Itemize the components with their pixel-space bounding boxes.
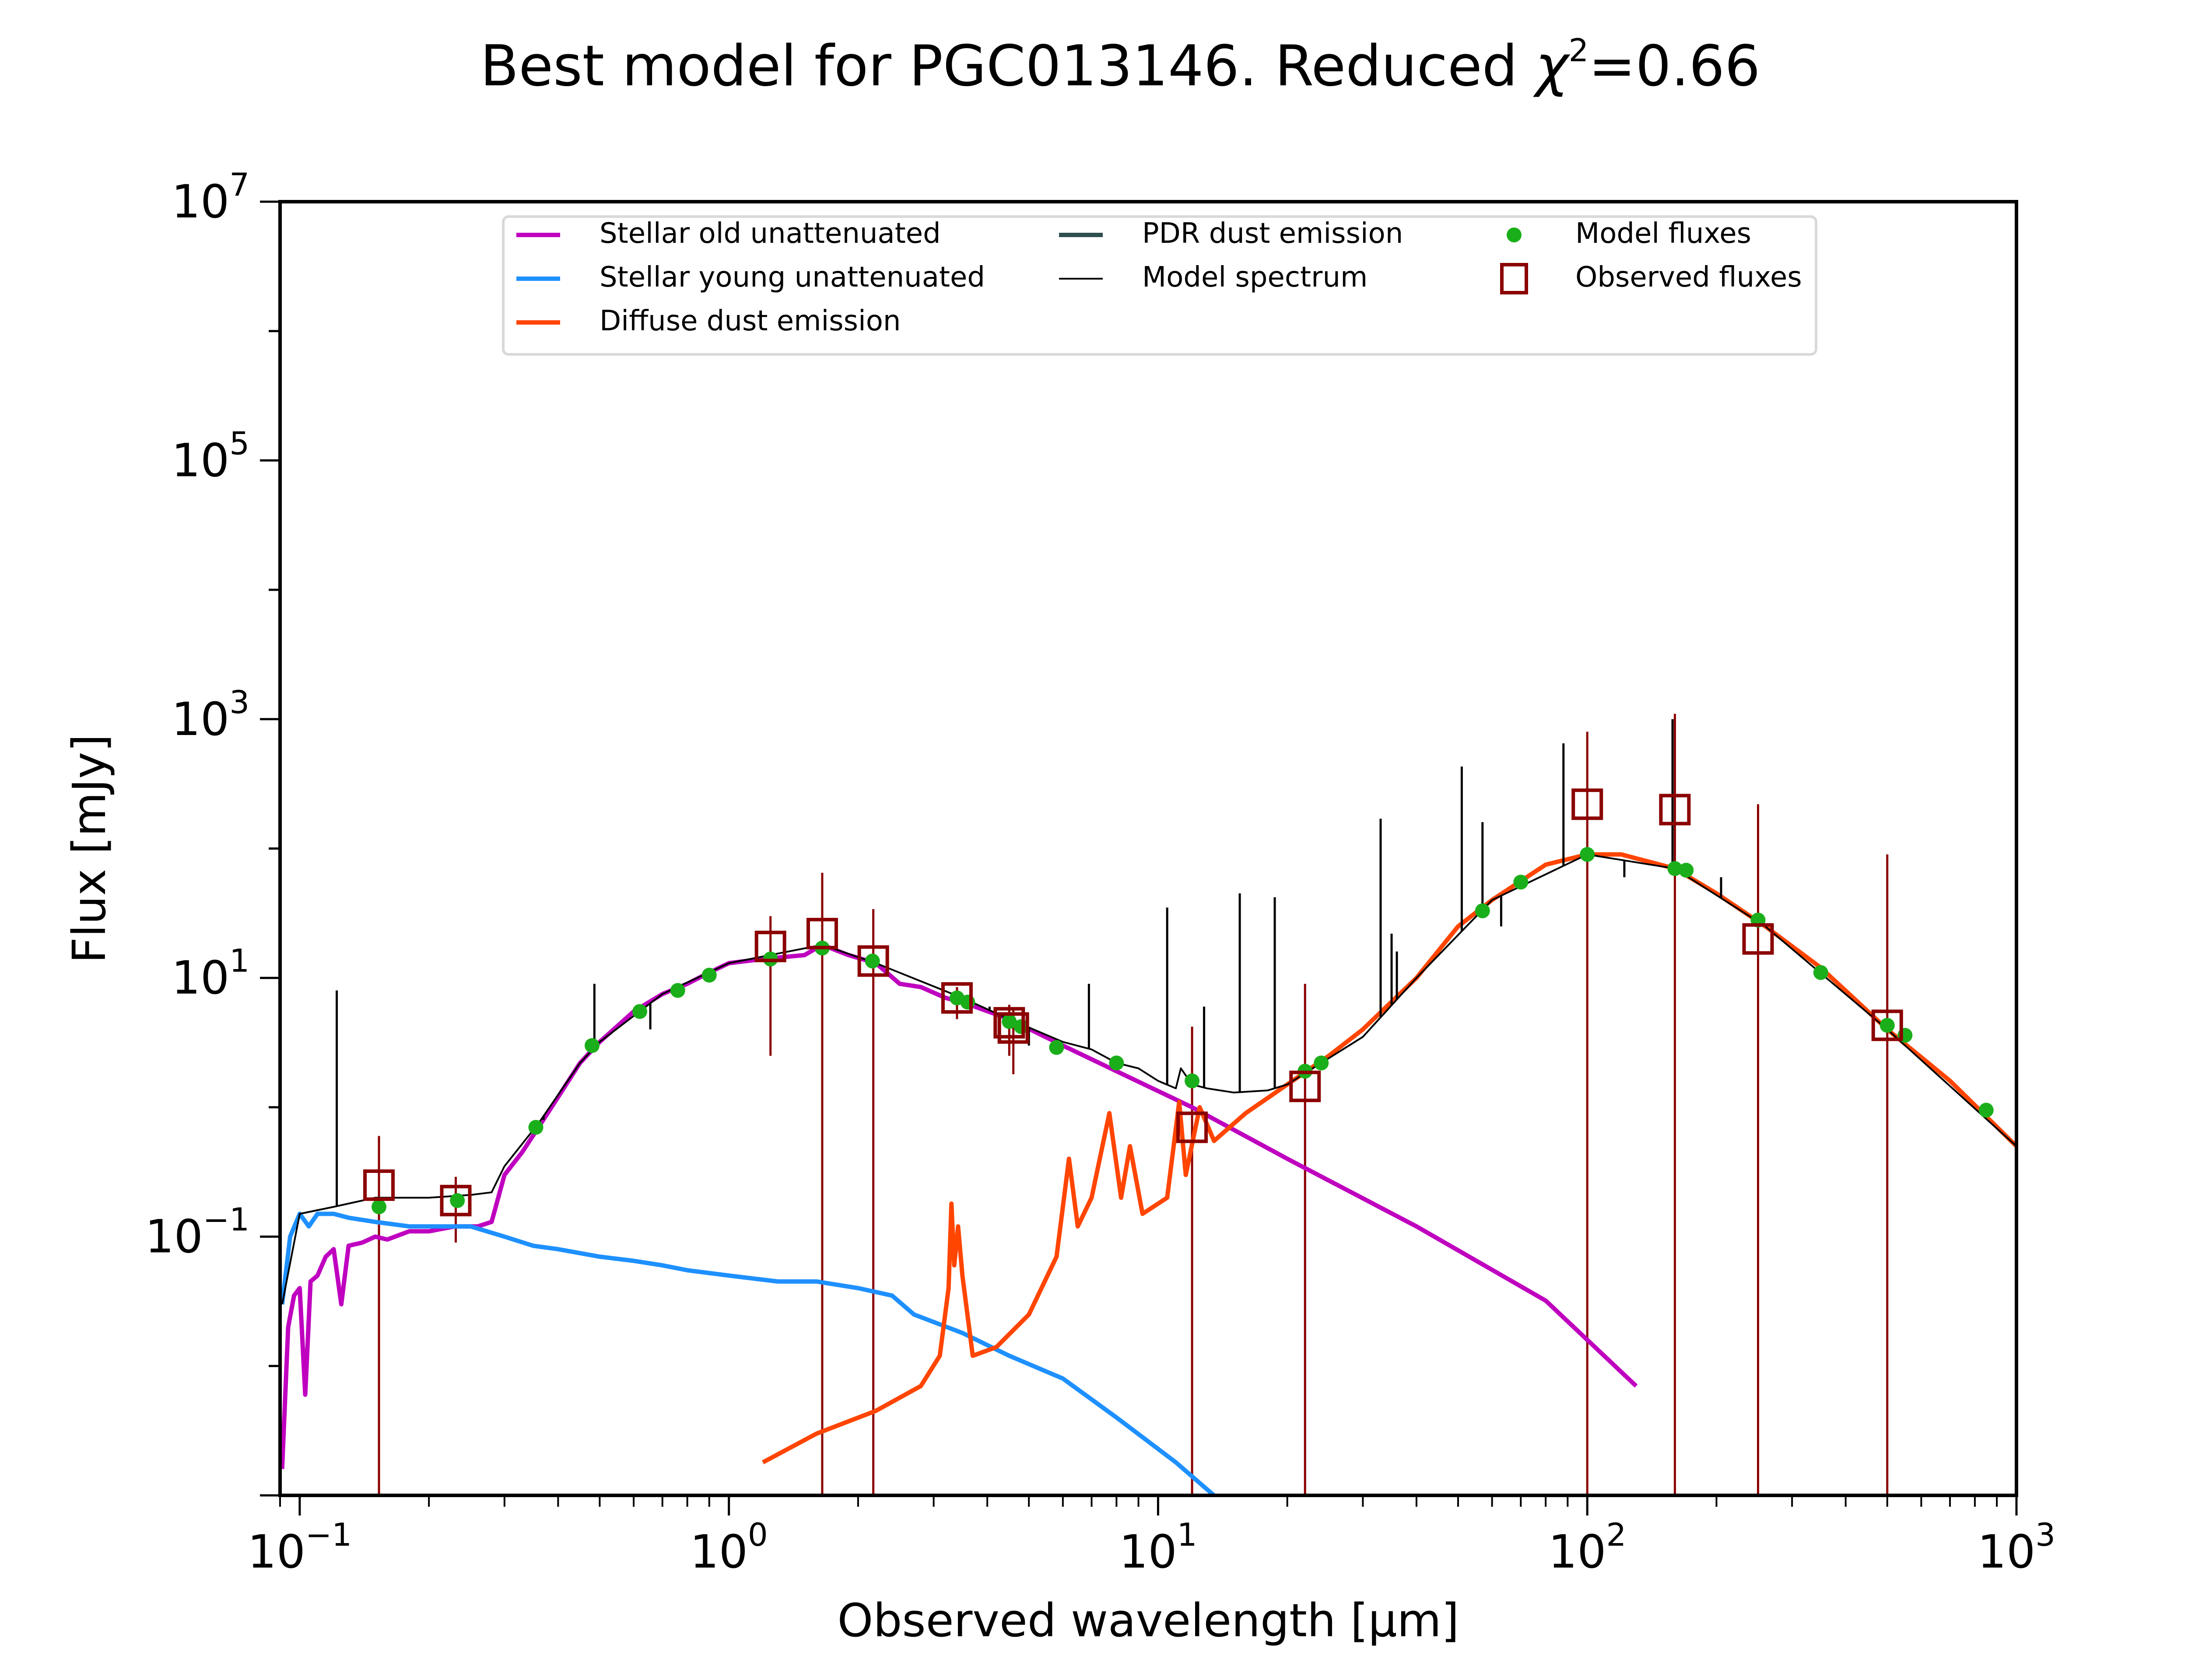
series-line-model-spectrum bbox=[281, 854, 2016, 1305]
x-tick-label: 100 bbox=[690, 1516, 768, 1578]
series-lines bbox=[280, 719, 2016, 1495]
model-flux-points bbox=[372, 847, 1994, 1214]
y-tick-label: 103 bbox=[172, 684, 249, 746]
legend: Stellar old unattenuated Stellar young un… bbox=[502, 215, 1817, 356]
plot-frame bbox=[278, 200, 2018, 1497]
y-axis: 10−1 101 103 105 107 bbox=[145, 166, 280, 1497]
x-tick-label: 10−1 bbox=[248, 1516, 352, 1578]
model-flux-point bbox=[865, 953, 880, 969]
observed-flux-point bbox=[440, 1185, 472, 1217]
legend-item: Model fluxes bbox=[1507, 217, 1751, 250]
model-flux-point bbox=[632, 1004, 648, 1019]
legend-label: Stellar young unattenuated bbox=[600, 261, 985, 294]
model-flux-point bbox=[372, 1199, 387, 1214]
observed-flux-point bbox=[363, 1169, 395, 1201]
observed-flux-point bbox=[1659, 794, 1691, 826]
y-tick-label: 105 bbox=[172, 425, 249, 487]
chart-title: Best model for PGC013146. Reduced χ2=0.6… bbox=[480, 32, 1760, 99]
model-flux-point bbox=[1109, 1055, 1124, 1071]
x-tick-label: 102 bbox=[1548, 1516, 1626, 1578]
model-flux-point bbox=[1513, 875, 1529, 890]
series-line-diffuse-dust-emission bbox=[761, 852, 2016, 1464]
legend-item: Stellar young unattenuated bbox=[516, 261, 985, 294]
model-flux-point bbox=[1978, 1102, 1994, 1118]
model-flux-point bbox=[1813, 965, 1828, 980]
model-flux-point bbox=[1314, 1055, 1329, 1071]
y-tick-label: 107 bbox=[172, 166, 249, 228]
observed-flux-point bbox=[1571, 788, 1603, 820]
model-flux-point bbox=[1667, 861, 1683, 876]
model-flux-point bbox=[1879, 1018, 1895, 1033]
model-flux-point bbox=[1580, 847, 1595, 862]
model-flux-point bbox=[585, 1038, 600, 1053]
model-flux-point bbox=[670, 983, 685, 998]
observed-flux-point bbox=[1871, 1009, 1903, 1041]
observed-flux-point bbox=[997, 1012, 1029, 1044]
y-axis-label: Flux [mJy] bbox=[63, 734, 116, 963]
model-flux-point bbox=[701, 967, 717, 983]
legend-swatch-square bbox=[1500, 263, 1528, 294]
model-flux-point bbox=[1185, 1073, 1200, 1088]
model-flux-point bbox=[960, 994, 975, 1010]
legend-label: Stellar old unattenuated bbox=[600, 217, 941, 250]
model-flux-point bbox=[528, 1120, 543, 1135]
legend-label: PDR dust emission bbox=[1142, 217, 1403, 250]
x-axis: 10−1 100 101 102 103 bbox=[248, 1495, 2055, 1578]
y-tick-label: 101 bbox=[172, 942, 249, 1004]
model-flux-point bbox=[1002, 1014, 1017, 1029]
legend-label: Diffuse dust emission bbox=[600, 305, 901, 337]
model-flux-point bbox=[1049, 1040, 1064, 1055]
legend-box bbox=[502, 215, 1817, 356]
x-tick-label: 101 bbox=[1119, 1516, 1197, 1578]
series-line-stellar-old-unattenuated bbox=[280, 942, 1638, 1469]
observed-flux-point bbox=[1289, 1071, 1321, 1102]
y-tick-label: 10−1 bbox=[145, 1201, 249, 1264]
observed-flux-point bbox=[993, 1007, 1025, 1039]
legend-item: Model spectrum bbox=[1059, 261, 1368, 294]
legend-swatch-dot bbox=[1507, 228, 1522, 242]
observed-flux-point bbox=[857, 945, 889, 977]
legend-label: Model fluxes bbox=[1575, 217, 1751, 250]
legend-item: Stellar old unattenuated bbox=[516, 217, 941, 250]
observed-flux-points bbox=[363, 788, 1903, 1217]
model-flux-point bbox=[450, 1193, 465, 1208]
legend-item: Observed fluxes bbox=[1500, 261, 1802, 294]
series-line-stellar-young-unattenuated bbox=[280, 1211, 1217, 1495]
observed-flux-point bbox=[941, 982, 973, 1014]
model-flux-point bbox=[1475, 903, 1490, 918]
observed-flux-point bbox=[754, 931, 786, 962]
observed-flux-point bbox=[1742, 923, 1774, 955]
error-bars bbox=[378, 714, 1889, 1495]
x-axis-label: Observed wavelength [μm] bbox=[838, 1594, 1459, 1647]
legend-label: Observed fluxes bbox=[1575, 261, 1802, 294]
model-flux-point bbox=[1679, 863, 1694, 878]
legend-label: Model spectrum bbox=[1142, 261, 1368, 294]
observed-flux-point bbox=[1176, 1111, 1208, 1143]
legend-item: Diffuse dust emission bbox=[516, 305, 901, 337]
legend-item: PDR dust emission bbox=[1059, 217, 1403, 250]
x-tick-label: 103 bbox=[1978, 1516, 2055, 1578]
observed-flux-point bbox=[806, 917, 838, 949]
